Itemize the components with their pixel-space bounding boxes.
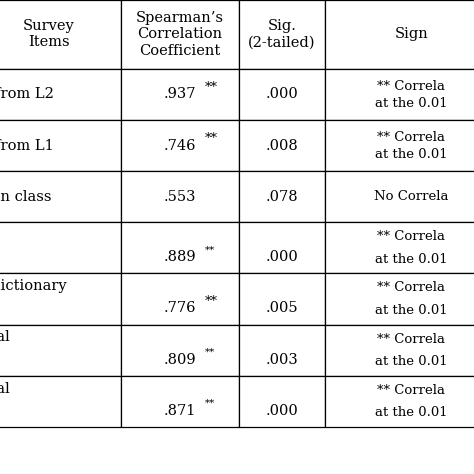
Bar (325, 171, 474, 222)
Text: **: ** (205, 246, 215, 255)
Text: ** Correla: ** Correla (377, 131, 445, 145)
Bar (0, 0, 121, 69)
Text: ** Correla: ** Correla (377, 230, 445, 243)
Bar (0, 171, 121, 222)
Bar (325, 0, 474, 69)
Bar (325, 120, 474, 171)
Text: ntal: ntal (0, 330, 11, 345)
Text: Spearman’s
Correlation
Coefficient: Spearman’s Correlation Coefficient (136, 11, 224, 57)
Text: e from L2: e from L2 (0, 87, 54, 101)
Text: Survey
Items: Survey Items (23, 19, 74, 49)
Text: at the 0.01: at the 0.01 (375, 148, 447, 161)
Text: at the 0.01: at the 0.01 (375, 97, 447, 110)
Bar (0, 376, 121, 427)
Bar (0, 273, 121, 325)
Text: .937: .937 (164, 87, 196, 101)
Text: .871: .871 (164, 404, 196, 418)
Bar (325, 222, 474, 273)
Text: **: ** (205, 295, 218, 308)
Bar (121, 325, 239, 376)
Bar (121, 0, 239, 69)
Bar (325, 376, 474, 427)
Text: .776: .776 (164, 301, 196, 315)
Text: .553: .553 (164, 190, 196, 204)
Bar (239, 69, 325, 120)
Text: .889: .889 (164, 250, 196, 264)
Text: at the 0.01: at the 0.01 (375, 406, 447, 419)
Text: .005: .005 (266, 301, 298, 315)
Bar (121, 273, 239, 325)
Text: ** Correla: ** Correla (377, 282, 445, 294)
Bar (0, 69, 121, 120)
Bar (121, 171, 239, 222)
Text: ntal: ntal (0, 382, 11, 396)
Text: **: ** (205, 132, 218, 145)
Bar (325, 325, 474, 376)
Text: 1 in class: 1 in class (0, 190, 52, 204)
Bar (239, 222, 325, 273)
Text: .809: .809 (164, 353, 196, 366)
Bar (239, 120, 325, 171)
Text: L1: L1 (0, 228, 1, 242)
Bar (239, 325, 325, 376)
Text: at the 0.01: at the 0.01 (375, 253, 447, 265)
Text: .078: .078 (266, 190, 298, 204)
Bar (239, 171, 325, 222)
Text: . dictionary: . dictionary (0, 279, 67, 293)
Text: No Correla: No Correla (374, 190, 448, 203)
Bar (239, 273, 325, 325)
Bar (0, 325, 121, 376)
Text: **: ** (205, 399, 215, 408)
Bar (239, 376, 325, 427)
Bar (121, 376, 239, 427)
Text: Sign: Sign (394, 27, 428, 41)
Text: **: ** (205, 348, 215, 357)
Bar (239, 0, 325, 69)
Text: at the 0.01: at the 0.01 (375, 304, 447, 317)
Text: at the 0.01: at the 0.01 (375, 355, 447, 368)
Text: .003: .003 (265, 353, 299, 366)
Bar (0, 120, 121, 171)
Text: .746: .746 (164, 138, 196, 153)
Text: e from L1: e from L1 (0, 138, 54, 153)
Text: .000: .000 (265, 404, 299, 418)
Text: .000: .000 (265, 250, 299, 264)
Text: ** Correla: ** Correla (377, 80, 445, 93)
Bar (121, 69, 239, 120)
Text: ** Correla: ** Correla (377, 384, 445, 397)
Text: **: ** (205, 81, 218, 94)
Bar (121, 120, 239, 171)
Text: ** Correla: ** Correla (377, 333, 445, 346)
Bar (0, 222, 121, 273)
Text: .000: .000 (265, 87, 299, 101)
Bar (325, 273, 474, 325)
Text: .008: .008 (265, 138, 299, 153)
Bar (325, 69, 474, 120)
Bar (121, 222, 239, 273)
Text: Sig.
(2-tailed): Sig. (2-tailed) (248, 19, 316, 49)
